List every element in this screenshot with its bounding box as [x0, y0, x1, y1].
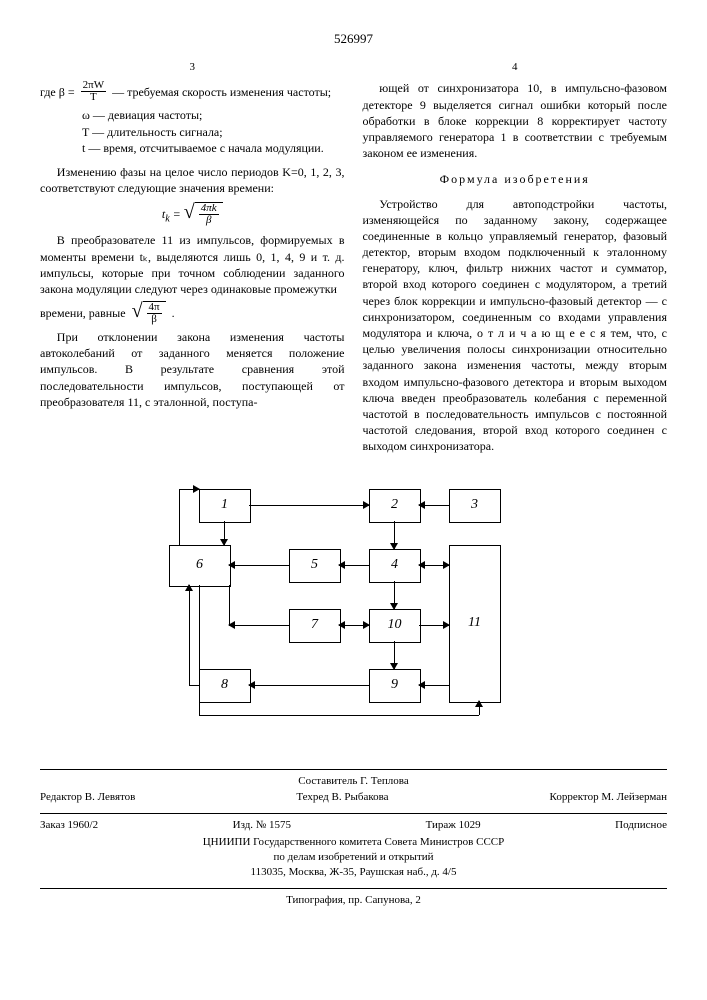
- arrow-7-6: [229, 625, 289, 627]
- arrow-1-6: [224, 521, 226, 545]
- footer: Составитель Г. Теплова Редактор В. Левят…: [40, 769, 667, 908]
- arrow-6-bottom-v: [199, 585, 201, 715]
- paragraph-phase-change: Изменению фазы на целое число периодов K…: [40, 164, 345, 196]
- formula-tk: tk = √ 4πk β: [40, 202, 345, 226]
- block-10: 10: [369, 609, 421, 643]
- arrow-7-10: [339, 625, 369, 627]
- org-line-1: ЦНИИПИ Государственного комитета Совета …: [40, 835, 667, 850]
- block-7: 7: [289, 609, 341, 643]
- izd-num: Изд. № 1575: [233, 818, 291, 833]
- subscription: Подписное: [615, 818, 667, 833]
- arrow-8-6v: [189, 585, 191, 685]
- arrow-5-6: [229, 565, 289, 567]
- arrow-4-10: [394, 581, 396, 609]
- def-omega: ω — девиация частоты;: [82, 107, 345, 123]
- symbol-definitions: ω — девиация частоты; T — длительность с…: [82, 107, 345, 156]
- arrow-3-2: [419, 505, 449, 507]
- beta-fraction: 2πW T: [81, 80, 106, 103]
- def-T: T — длительность сигнала;: [82, 124, 345, 140]
- arrow-9-8: [249, 685, 369, 687]
- block-3: 3: [449, 489, 501, 523]
- time-interval-line: времени, равные √ 4π β .: [40, 301, 345, 325]
- compositor: Составитель Г. Теплова: [40, 774, 667, 789]
- paragraph-converter: В преобразователе 11 из импульсов, форми…: [40, 232, 345, 297]
- arrow-6-top-v: [179, 489, 181, 545]
- beta-definition: где β = 2πW T — требуемая скорость измен…: [40, 80, 345, 103]
- beta-label: где β =: [40, 84, 75, 100]
- publication-row: Заказ 1960/2 Изд. № 1575 Тираж 1029 Подп…: [40, 818, 667, 833]
- order-num: Заказ 1960/2: [40, 818, 98, 833]
- arrow-4-5: [339, 565, 369, 567]
- arrow-8-6h: [189, 685, 199, 687]
- typography: Типография, пр. Сапунова, 2: [40, 893, 667, 908]
- corrector: Корректор М. Лейзерман: [550, 790, 667, 805]
- time-interval-label: времени, равные: [40, 305, 126, 321]
- claim-text: Устройство для автоподстройки частоты, и…: [363, 196, 668, 455]
- block-9: 9: [369, 669, 421, 703]
- credits-row: Редактор В. Левятов Техред В. Рыбакова К…: [40, 790, 667, 805]
- block-1: 1: [199, 489, 251, 523]
- techred: Техред В. Рыбакова: [296, 790, 388, 805]
- left-page-num: 3: [40, 60, 345, 75]
- time-interval-sqrt: √ 4π β: [132, 301, 166, 325]
- arrow-11-9: [419, 685, 449, 687]
- block-2: 2: [369, 489, 421, 523]
- arrow-bottom-h: [199, 715, 479, 717]
- arrow-4-11: [419, 565, 449, 567]
- left-column: 3 где β = 2πW T — требуемая скорость изм…: [40, 60, 345, 459]
- right-page-num: 4: [363, 60, 668, 75]
- arrow-2-4: [394, 521, 396, 549]
- editor: Редактор В. Левятов: [40, 790, 135, 805]
- def-t: t — время, отсчитываемое с начала модуля…: [82, 140, 345, 156]
- block-8: 8: [199, 669, 251, 703]
- two-column-body: 3 где β = 2πW T — требуемая скорость изм…: [40, 60, 667, 459]
- formula-of-invention-title: Формула изобретения: [363, 171, 668, 187]
- right-column: 4 ющей от синхронизатора 10, в импульсно…: [363, 60, 668, 459]
- address: 113035, Москва, Ж-35, Раушская наб., д. …: [40, 865, 667, 880]
- block-5: 5: [289, 549, 341, 583]
- paragraph-sync: ющей от синхронизатора 10, в импульсно-ф…: [363, 80, 668, 161]
- arrow-8-6head: [189, 585, 191, 586]
- tirage: Тираж 1029: [426, 818, 481, 833]
- arrow-6-1: [179, 489, 199, 491]
- block-6: 6: [169, 545, 231, 587]
- arrow-10-11: [419, 625, 449, 627]
- org-line-2: по делам изобретений и открытий: [40, 850, 667, 865]
- arrow-7-6v: [229, 585, 231, 625]
- arrow-1-2: [249, 505, 369, 507]
- block-11: 11: [449, 545, 501, 703]
- arrow-10-9: [394, 641, 396, 669]
- paragraph-deviation: При отклонении закона изменения частоты …: [40, 329, 345, 410]
- block-4: 4: [369, 549, 421, 583]
- patent-number: 526997: [40, 30, 667, 48]
- beta-desc: — требуемая скорость изменения частоты;: [112, 84, 344, 100]
- block-diagram: 1 2 3 6 5 4 11 7 10 8 9: [139, 489, 569, 749]
- arrow-bottom-11: [479, 701, 481, 715]
